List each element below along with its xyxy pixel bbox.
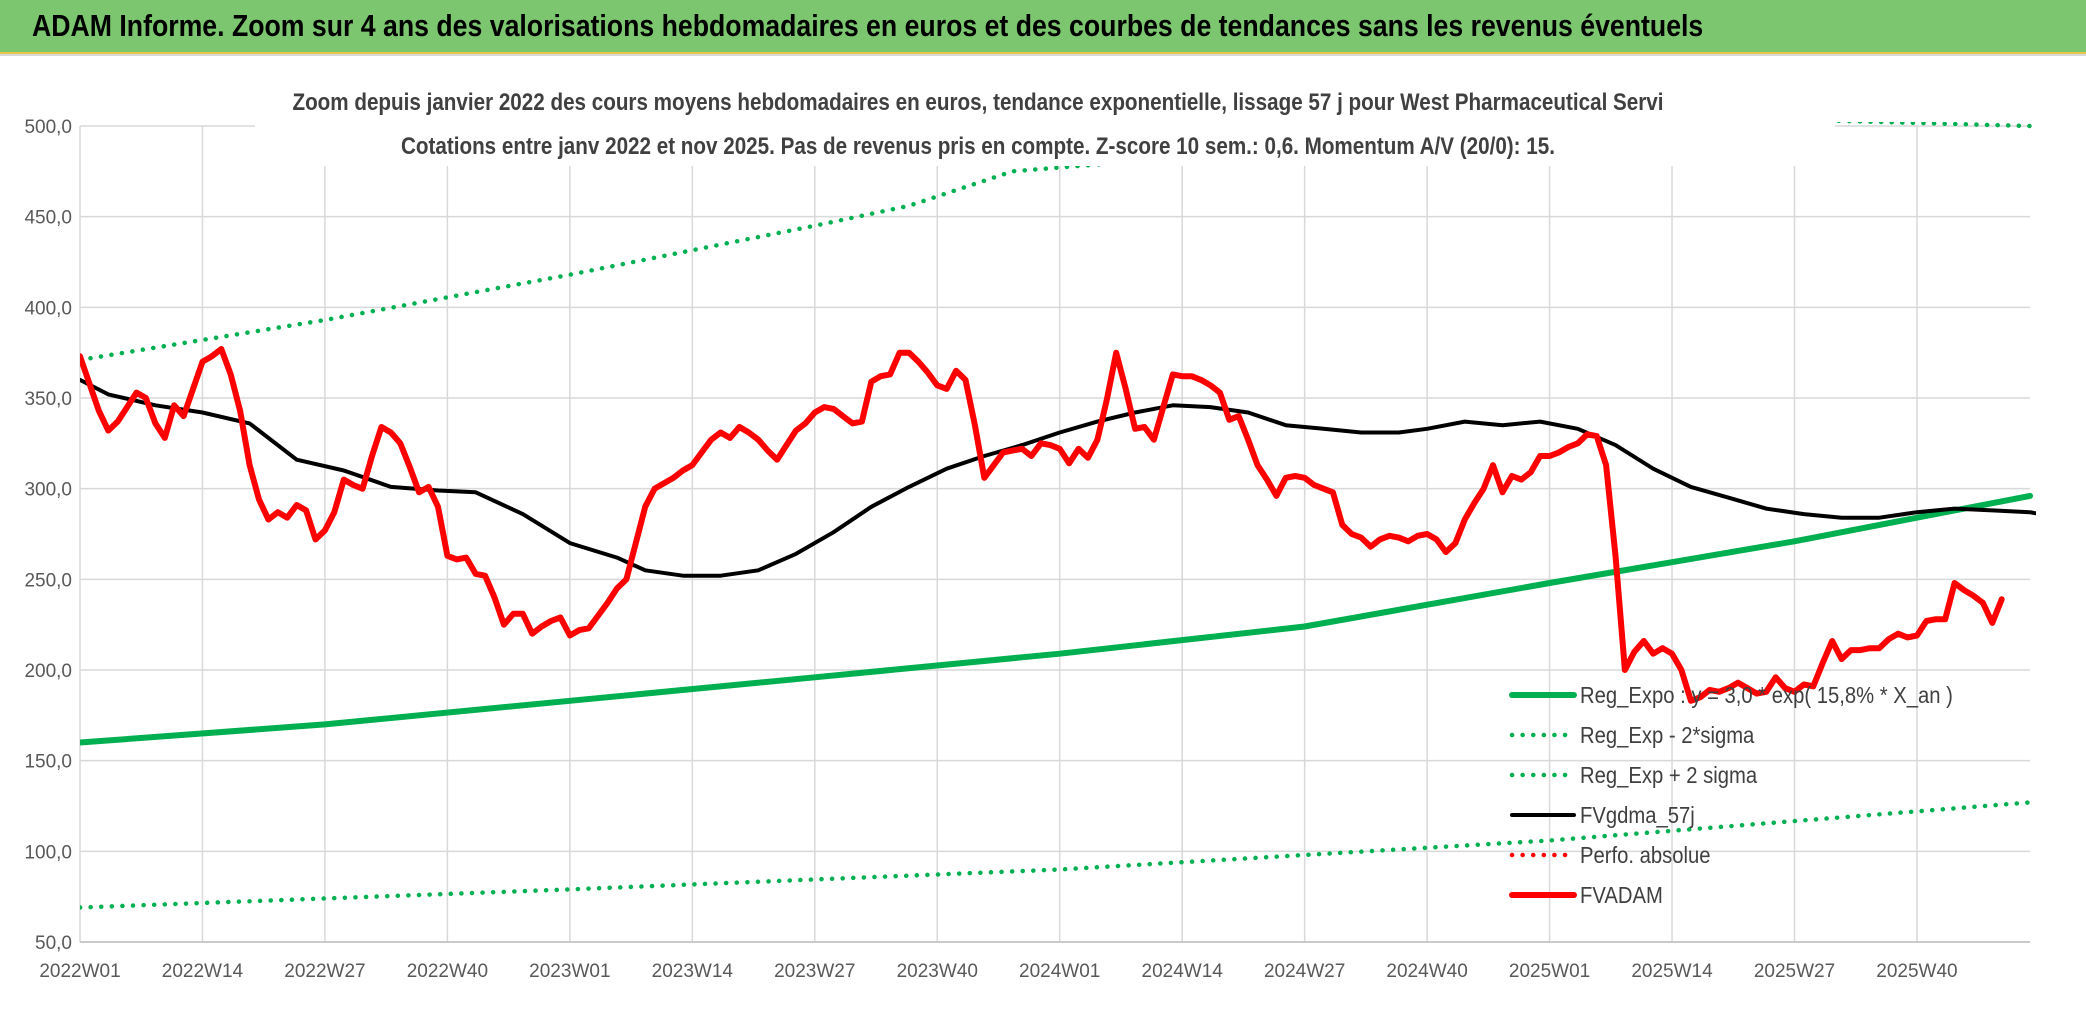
y-tick-label: 100,0 <box>24 842 72 863</box>
x-tick-label: 2024W14 <box>1142 961 1224 982</box>
y-tick-label: 350,0 <box>24 389 72 410</box>
x-tick-label: 2022W40 <box>407 961 488 982</box>
x-tick-label: 2022W27 <box>284 961 365 982</box>
y-tick-label: 200,0 <box>24 661 72 682</box>
legend-label: FVADAM <box>1580 882 1663 909</box>
x-tick-label: 2025W27 <box>1754 961 1835 982</box>
legend-label: Reg_Expo : y = 3,0 * exp( 15,8% * X_an ) <box>1580 682 1953 709</box>
chart-frame: 500,0 450,0 400,0 350,0 300,0 250,0 200,0 150,0… <box>0 54 2086 1031</box>
x-tick-label: 2024W01 <box>1019 961 1100 982</box>
chart-subtitle: Cotations entre janv 2022 et nov 2025. P… <box>401 133 1555 160</box>
chart-title: Zoom depuis janvier 2022 des cours moyen… <box>292 89 1663 116</box>
report-title: ADAM Informe. Zoom sur 4 ans des valoris… <box>32 8 1704 43</box>
x-tick-label: 2022W14 <box>162 961 244 982</box>
y-tick-label: 150,0 <box>24 752 72 773</box>
y-tick-label: 250,0 <box>24 570 72 591</box>
legend-label: FVgdma_57j <box>1580 802 1695 829</box>
x-tick-label: 2025W14 <box>1631 961 1713 982</box>
legend-label: Perfo. absolue <box>1580 842 1710 869</box>
y-tick-label: 50,0 <box>35 933 72 954</box>
y-tick-label: 500,0 <box>24 117 72 138</box>
series-line-2 <box>80 122 2033 363</box>
series-line-3 <box>80 377 2036 578</box>
x-tick-label: 2023W27 <box>774 961 855 982</box>
x-tick-label: 2023W40 <box>897 961 978 982</box>
title-background <box>255 78 1835 166</box>
series-line-0 <box>80 492 2033 746</box>
y-tick-label: 450,0 <box>24 208 72 229</box>
axis-labels: 500,0 450,0 400,0 350,0 300,0 250,0 200,0 150,0… <box>24 117 1957 982</box>
x-tick-label: 2023W14 <box>652 961 734 982</box>
x-tick-label: 2024W27 <box>1264 961 1345 982</box>
x-tick-label: 2022W01 <box>39 961 120 982</box>
series-layer <box>80 122 2036 910</box>
chart-titles: Zoom depuis janvier 2022 des cours moyen… <box>255 78 1835 166</box>
y-tick-label: 400,0 <box>24 298 72 319</box>
x-tick-label: 2025W40 <box>1876 961 1957 982</box>
chart-canvas: 500,0 450,0 400,0 350,0 300,0 250,0 200,0 150,0… <box>24 78 2036 982</box>
report-banner: ADAM Informe. Zoom sur 4 ans des valoris… <box>0 0 2086 54</box>
grid-lines <box>79 125 2030 943</box>
x-tick-label: 2023W01 <box>529 961 610 982</box>
chart-legend: Reg_Expo : y = 3,0 * exp( 15,8% * X_an )… <box>1509 682 1953 909</box>
legend-label: Reg_Exp + 2 sigma <box>1580 762 1758 789</box>
series-line-1 <box>80 800 2033 910</box>
x-tick-label: 2025W01 <box>1509 961 1590 982</box>
legend-label: Reg_Exp - 2*sigma <box>1580 722 1755 749</box>
series-line-5 <box>80 346 2005 704</box>
x-tick-label: 2024W40 <box>1386 961 1467 982</box>
y-tick-label: 300,0 <box>24 480 72 501</box>
